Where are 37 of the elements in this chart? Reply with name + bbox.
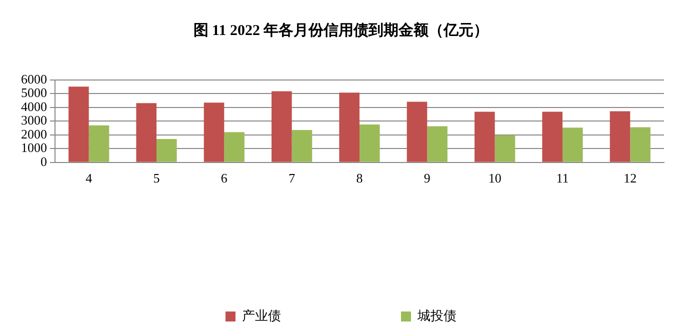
y-tick-label: 0	[40, 154, 47, 169]
bar	[474, 112, 495, 162]
y-tick-label: 4000	[21, 98, 47, 114]
bar	[224, 132, 244, 162]
bar	[542, 112, 562, 162]
bar	[68, 86, 89, 162]
chart-title: 图 11 2022 年各月份信用债到期金额（亿元）	[193, 20, 489, 39]
y-tick-label: 1000	[21, 140, 47, 156]
bar	[427, 126, 448, 162]
x-tick-label: 4	[86, 170, 93, 186]
bar	[630, 127, 650, 162]
x-tick-label: 9	[424, 170, 430, 186]
x-tick-label: 7	[288, 170, 296, 186]
x-tick-label: 8	[356, 170, 363, 186]
bar	[494, 135, 516, 162]
y-tick-label: 5000	[21, 85, 47, 100]
bar	[88, 125, 110, 162]
y-tick-label: 3000	[21, 112, 47, 128]
x-tick-label: 10	[488, 170, 502, 186]
x-tick-label: 6	[220, 170, 228, 186]
legend-label: 城投债	[416, 308, 456, 324]
x-tick-label: 5	[153, 170, 160, 186]
bar	[136, 103, 156, 162]
bar	[339, 92, 360, 162]
bar	[156, 139, 177, 162]
y-tick-label: 2000	[21, 126, 47, 142]
x-tick-label: 11	[556, 170, 569, 186]
bar	[562, 128, 583, 162]
bar	[272, 91, 292, 162]
bar	[360, 124, 380, 162]
bar	[610, 111, 630, 162]
y-tick-label: 6000	[21, 71, 47, 86]
bar	[292, 130, 312, 162]
legend-label: 产业债	[242, 308, 281, 324]
bar	[204, 102, 224, 162]
bar	[406, 102, 428, 162]
x-tick-label: 12	[624, 170, 637, 186]
